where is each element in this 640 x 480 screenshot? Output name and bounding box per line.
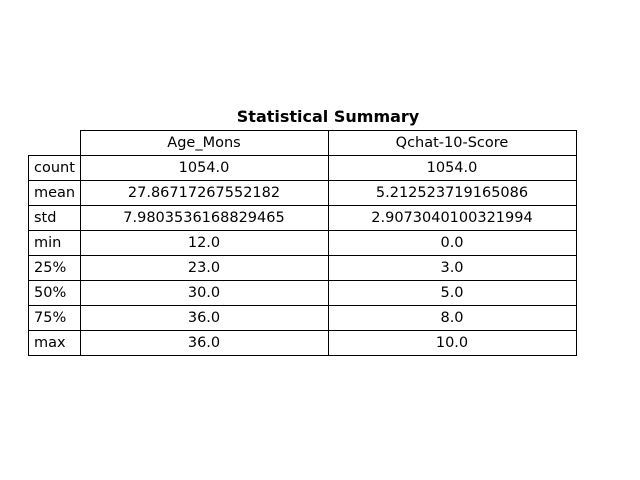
table-cell: 2.9073040100321994 — [327, 205, 577, 231]
table-row: 75% 36.0 8.0 — [28, 305, 577, 331]
table-cell: 5.212523719165086 — [327, 180, 577, 206]
table-cell: 10.0 — [327, 330, 577, 356]
table-cell: 7.9803536168829465 — [79, 205, 329, 231]
column-header-qchat-score: Qchat-10-Score — [327, 130, 577, 156]
table-cell: 30.0 — [79, 280, 329, 306]
column-header-age-mons: Age_Mons — [79, 130, 329, 156]
table-cell: 5.0 — [327, 280, 577, 306]
table-cell: 8.0 — [327, 305, 577, 331]
row-label: max — [28, 330, 81, 356]
summary-table: Age_Mons Qchat-10-Score count 1054.0 1054.… — [28, 130, 577, 356]
table-cell: 36.0 — [79, 330, 329, 356]
table-body: count 1054.0 1054.0 mean 27.86717267552182 5.… — [28, 155, 577, 356]
table-row: max 36.0 10.0 — [28, 330, 577, 356]
table-cell: 27.86717267552182 — [79, 180, 329, 206]
table-cell: 1054.0 — [79, 155, 329, 181]
row-label: 25% — [28, 255, 81, 281]
row-label: std — [28, 205, 81, 231]
table-row: 25% 23.0 3.0 — [28, 255, 577, 281]
table-row: std 7.9803536168829465 2.9073040100321994 — [28, 205, 577, 231]
row-label: count — [28, 155, 81, 181]
table-cell: 1054.0 — [327, 155, 577, 181]
table-cell: 36.0 — [79, 305, 329, 331]
table-cell: 3.0 — [327, 255, 577, 281]
table-cell: 0.0 — [327, 230, 577, 256]
row-label: min — [28, 230, 81, 256]
table-row: count 1054.0 1054.0 — [28, 155, 577, 181]
row-label: 50% — [28, 280, 81, 306]
row-label: 75% — [28, 305, 81, 331]
table-cell: 12.0 — [79, 230, 329, 256]
table-row: min 12.0 0.0 — [28, 230, 577, 256]
table-cell: 23.0 — [79, 255, 329, 281]
table-row: 50% 30.0 5.0 — [28, 280, 577, 306]
corner-cell — [29, 131, 81, 156]
table-title: Statistical Summary — [236, 107, 420, 126]
header-row: Age_Mons Qchat-10-Score — [29, 130, 577, 156]
row-label: mean — [28, 180, 81, 206]
table-row: mean 27.86717267552182 5.212523719165086 — [28, 180, 577, 206]
